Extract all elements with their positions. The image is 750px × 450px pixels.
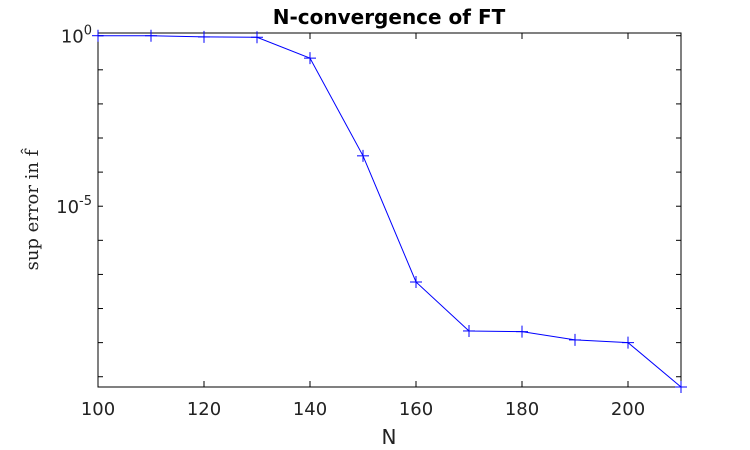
y-tick-label: 100 xyxy=(61,24,92,48)
data-point-marker xyxy=(304,52,316,65)
x-tick-label: 160 xyxy=(399,399,433,420)
data-point-marker xyxy=(410,275,422,288)
data-point-marker xyxy=(569,333,581,346)
data-point-marker xyxy=(251,31,263,44)
y-tick-base: 10 xyxy=(56,197,79,218)
data-point-marker xyxy=(516,325,528,338)
data-point-marker xyxy=(622,336,634,349)
y-tick-label: 10-5 xyxy=(56,194,92,218)
x-tick-label: 100 xyxy=(81,399,115,420)
data-point-marker xyxy=(198,30,210,43)
y-tick-base: 10 xyxy=(61,27,84,48)
data-point-marker xyxy=(675,381,687,393)
series-layer xyxy=(92,29,687,393)
y-tick-exponent: 0 xyxy=(84,24,92,39)
axis-ticks xyxy=(97,33,681,387)
x-tick-label: 200 xyxy=(611,399,645,420)
x-tick-labels: 100 120 140 160 180 200 xyxy=(81,399,645,420)
data-point-marker xyxy=(145,29,157,42)
y-axis-label: sup error in f̂ xyxy=(20,148,43,271)
series-line xyxy=(98,35,682,388)
data-point-marker xyxy=(92,29,104,42)
y-tick-exponent: -5 xyxy=(79,194,92,209)
x-tick-label: 180 xyxy=(505,399,539,420)
x-axis-label: N xyxy=(382,425,397,449)
chart-title: N-convergence of FT xyxy=(273,5,506,29)
data-point-marker xyxy=(357,149,369,162)
x-tick-label: 140 xyxy=(293,399,327,420)
x-tick-label: 120 xyxy=(187,399,221,420)
plot-area xyxy=(97,32,682,388)
data-point-marker xyxy=(463,324,475,337)
